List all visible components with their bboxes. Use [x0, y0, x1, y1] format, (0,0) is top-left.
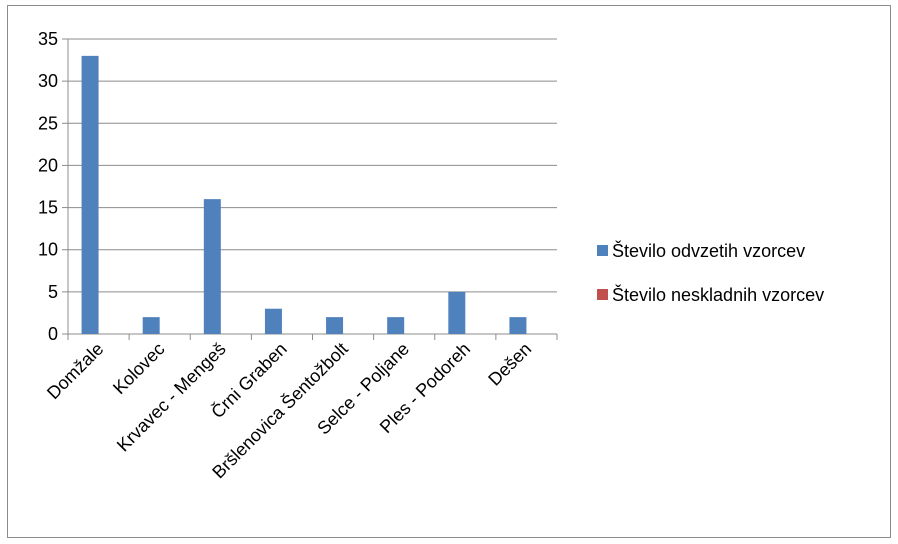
legend-label: Število odvzetih vzorcev — [612, 240, 805, 261]
gridlines — [68, 38, 557, 293]
x-category-label: Krvavec - Mengeš — [113, 339, 230, 456]
legend: Število odvzetih vzorcev Število neskladn… — [597, 240, 824, 305]
bar-odvzetih-2 — [203, 199, 221, 334]
legend-swatch — [597, 289, 608, 300]
x-category-label: Kolovec — [109, 339, 168, 398]
y-tick-label: 25 — [38, 113, 58, 133]
y-tick-label: 30 — [38, 71, 58, 91]
x-category-label: Dešen — [484, 339, 535, 390]
bar-odvzetih-6 — [448, 291, 466, 334]
bar-odvzetih-5 — [387, 317, 405, 334]
y-tick-label: 15 — [38, 198, 58, 218]
x-category-label: Domžale — [43, 339, 107, 403]
y-tick-label: 35 — [38, 29, 58, 49]
y-tick-label: 5 — [48, 282, 58, 302]
bar-odvzetih-3 — [264, 308, 282, 334]
bar-odvzetih-0 — [81, 55, 99, 334]
bar-odvzetih-7 — [509, 317, 527, 334]
y-tick-label: 20 — [38, 155, 58, 175]
y-tick-label: 10 — [38, 240, 58, 260]
legend-label: Število neskladnih vzorcev — [612, 284, 824, 305]
axes — [62, 38, 558, 340]
bar-odvzetih-4 — [326, 317, 344, 334]
bar-odvzetih-1 — [142, 317, 160, 334]
y-tick-label: 0 — [48, 324, 58, 344]
bars — [81, 55, 527, 334]
chart-frame — [7, 5, 891, 538]
legend-swatch — [597, 245, 608, 256]
